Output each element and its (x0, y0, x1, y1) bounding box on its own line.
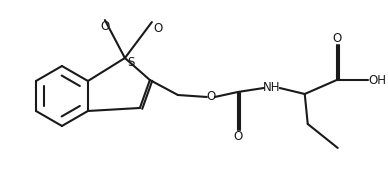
Text: O: O (233, 130, 242, 143)
Text: O: O (100, 20, 109, 33)
Text: O: O (153, 22, 163, 35)
Text: O: O (332, 31, 341, 45)
Text: S: S (127, 56, 135, 68)
Text: NH: NH (263, 82, 281, 94)
Text: O: O (206, 90, 215, 104)
Text: OH: OH (369, 73, 387, 87)
